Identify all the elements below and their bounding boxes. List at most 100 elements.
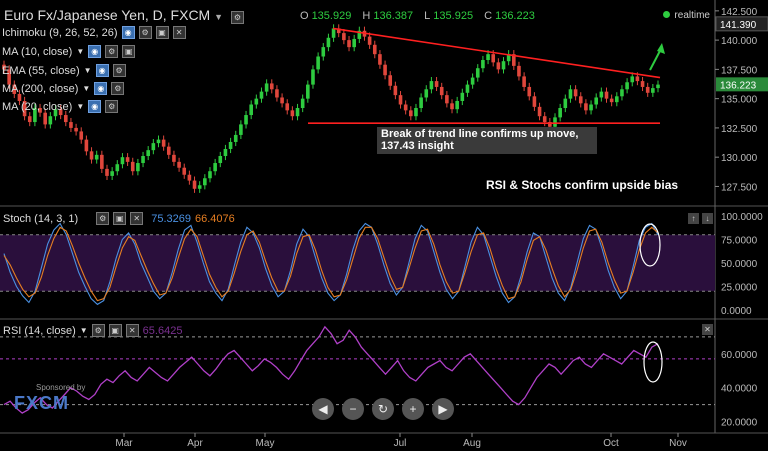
indicator-label[interactable]: EMA (55, close) (2, 64, 80, 77)
candle-body (192, 180, 197, 189)
x-tick-label: Nov (669, 438, 687, 449)
candle-body (22, 100, 27, 117)
candle-body (311, 69, 315, 85)
settings-icon[interactable]: ⚙ (138, 26, 152, 39)
candle-body (522, 76, 526, 87)
stoch-title[interactable]: Stoch (14, 3, 1) (3, 212, 79, 225)
candle-body (94, 154, 99, 160)
pane-close-icon[interactable]: ✕ (702, 324, 713, 335)
scroll-right-button[interactable]: ▶ (432, 398, 454, 420)
close-icon[interactable]: ✕ (125, 324, 139, 337)
candle-body (208, 171, 212, 179)
chevron-down-icon[interactable]: ▼ (214, 12, 224, 22)
rsi-title[interactable]: RSI (14, close) (3, 324, 76, 337)
pane-down-icon[interactable]: ↓ (702, 213, 713, 224)
candle-body (280, 97, 284, 104)
candle-body (512, 54, 516, 66)
settings-icon[interactable]: ⚙ (96, 212, 110, 225)
descending-trendline (332, 27, 661, 79)
chevron-down-icon[interactable]: ▼ (82, 84, 91, 93)
candle-body (481, 60, 485, 69)
candle-body (290, 110, 295, 117)
candle-body (58, 109, 63, 116)
eye-icon[interactable]: ◉ (88, 45, 102, 58)
indicator-ma200[interactable]: MA (200, close) ▼ ◉ ⚙ (2, 82, 125, 95)
eye-icon[interactable]: ◉ (121, 26, 135, 39)
reset-button[interactable]: ↻ (372, 398, 394, 420)
candle-body (166, 146, 171, 155)
scroll-left-button[interactable]: ◀ (312, 398, 334, 420)
ohlc-key: L (424, 10, 431, 22)
candle-body (573, 89, 578, 97)
x-tick-label: Apr (187, 438, 203, 449)
chart-title[interactable]: Euro Fx/Japanese Yen, D, FXCM ▼ ⚙ (4, 7, 244, 24)
close-icon[interactable]: ✕ (172, 26, 186, 39)
candle-body (223, 148, 228, 157)
candle-body (228, 141, 233, 149)
chevron-down-icon[interactable]: ▼ (76, 47, 85, 56)
eye-icon[interactable]: ◉ (88, 100, 102, 113)
indicator-label[interactable]: MA (20, close) (2, 100, 73, 113)
ohlc-value: 136.387 (373, 10, 414, 22)
y-tick-label: 127.500 (721, 182, 758, 193)
indicator-label[interactable]: Ichimoku (9, 26, 52, 26) (2, 26, 118, 39)
chevron-down-icon[interactable]: ▼ (76, 102, 85, 111)
candle-body (372, 44, 377, 55)
up-arrow-icon (657, 43, 665, 54)
rsi-legend[interactable]: RSI (14, close) ▼ ⚙ ▣ ✕ 65.6425 (3, 324, 182, 337)
rsi-tick-label: 60.0000 (721, 350, 758, 361)
candle-body (259, 91, 264, 99)
settings-icon[interactable]: ⚙ (105, 100, 119, 113)
settings-icon[interactable]: ⚙ (112, 64, 126, 77)
candle-body (615, 96, 619, 103)
candle-body (326, 37, 331, 48)
candle-body (146, 150, 150, 157)
y-tick-label: 130.000 (721, 153, 758, 164)
indicator-label[interactable]: MA (10, close) (2, 45, 73, 58)
candle-body (527, 86, 532, 97)
zoom-out-button[interactable]: − (342, 398, 364, 420)
settings-icon[interactable]: ⚙ (230, 11, 244, 24)
eye-icon[interactable]: ◉ (94, 82, 108, 95)
pane-up-icon[interactable]: ↑ (688, 213, 699, 224)
candle-body (74, 127, 78, 132)
candle-body (475, 68, 480, 78)
settings-icon[interactable]: ⚙ (111, 82, 125, 95)
stoch-k-value: 75.3269 (151, 212, 191, 225)
ohlc-readout: O 135.929 H 136.387 L 135.925 C 136.223 (300, 10, 543, 22)
symbol-title[interactable]: Euro Fx/Japanese Yen, D, FXCM (4, 7, 211, 23)
candle-body (342, 33, 346, 41)
candle-body (69, 122, 73, 128)
candle-body (331, 28, 336, 38)
candle-body (239, 124, 243, 135)
indicator-ichimoku[interactable]: Ichimoku (9, 26, 52, 26) ◉ ⚙ ▣ ✕ (2, 26, 186, 39)
zoom-in-button[interactable]: + (402, 398, 424, 420)
candle-body (460, 92, 465, 101)
chevron-down-icon[interactable]: ▼ (83, 66, 92, 75)
settings-icon[interactable]: ⚙ (105, 45, 119, 58)
candle-body (33, 108, 37, 123)
indicator-ema55[interactable]: EMA (55, close) ▼ ◉ ⚙ (2, 64, 126, 77)
rsi-tick-label: 40.0000 (721, 384, 758, 395)
candle-body (630, 76, 635, 83)
candle-body (537, 106, 542, 117)
lock-icon[interactable]: ▣ (155, 26, 169, 39)
candle-body (414, 108, 418, 117)
lock-icon[interactable]: ▣ (122, 45, 136, 58)
indicator-ma10[interactable]: MA (10, close) ▼ ◉ ⚙ ▣ (2, 45, 136, 58)
close-icon[interactable]: ✕ (130, 212, 144, 225)
candle-body (306, 84, 310, 99)
candle-body (465, 84, 470, 93)
indicator-label[interactable]: MA (200, close) (2, 82, 79, 95)
chevron-down-icon[interactable]: ▼ (79, 326, 88, 335)
candle-body (558, 108, 562, 118)
eye-icon[interactable]: ◉ (95, 64, 109, 77)
stoch-legend[interactable]: Stoch (14, 3, 1) ⚙ ▣ ✕ 75.3269 66.4076 (3, 212, 235, 225)
lock-icon[interactable]: ▣ (108, 324, 122, 337)
indicator-ma20[interactable]: MA (20, close) ▼ ◉ ⚙ (2, 100, 119, 113)
realtime-label: realtime (674, 10, 710, 21)
lock-icon[interactable]: ▣ (113, 212, 127, 225)
settings-icon[interactable]: ⚙ (91, 324, 105, 337)
candle-body (17, 93, 22, 101)
candle-body (254, 98, 259, 105)
